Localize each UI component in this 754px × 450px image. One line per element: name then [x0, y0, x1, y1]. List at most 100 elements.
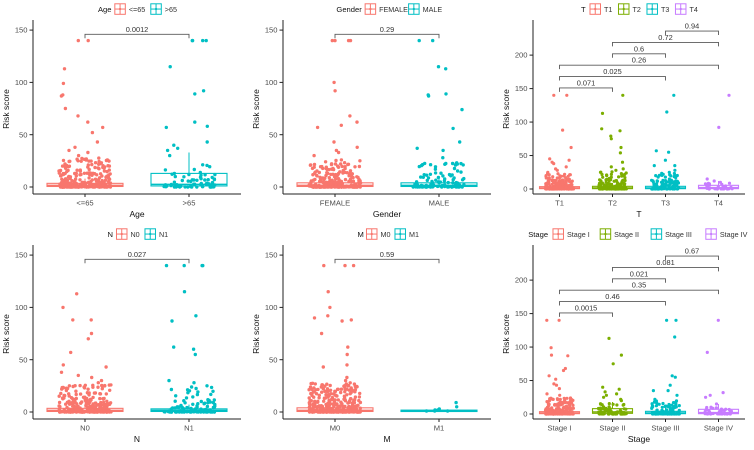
svg-text:Stage: Stage [528, 230, 548, 239]
svg-text:Risk score: Risk score [251, 314, 261, 354]
svg-text:N: N [108, 230, 113, 239]
svg-text:T4: T4 [689, 5, 697, 14]
svg-text:T3: T3 [661, 5, 669, 14]
panel-age: 0 50 100 150 Risk score <=65 >65 0.0012 Age Age <=… [0, 0, 250, 225]
svg-text:Gender: Gender [373, 209, 402, 219]
svg-text:M0: M0 [380, 230, 390, 239]
svg-text:N0: N0 [80, 424, 90, 433]
svg-text:Stage III: Stage III [665, 230, 692, 239]
svg-text:50: 50 [519, 151, 527, 160]
svg-text:50: 50 [519, 376, 527, 385]
svg-text:0.081: 0.081 [656, 258, 675, 267]
svg-text:0: 0 [523, 185, 527, 194]
svg-text:>65: >65 [165, 5, 177, 14]
svg-text:0.72: 0.72 [658, 33, 672, 42]
svg-text:M1: M1 [434, 424, 445, 433]
svg-text:T1: T1 [555, 199, 564, 208]
svg-text:<=65: <=65 [76, 199, 93, 208]
svg-text:M: M [383, 434, 390, 444]
panel-stage: 0 50 100 150 200 Risk score Stage I Stage II Sta… [500, 225, 754, 450]
svg-text:M: M [358, 230, 364, 239]
svg-text:0.26: 0.26 [632, 56, 646, 65]
svg-text:0.025: 0.025 [603, 67, 622, 76]
svg-text:FEMALE: FEMALE [320, 199, 350, 208]
svg-text:N0: N0 [130, 230, 139, 239]
svg-text:100: 100 [265, 303, 278, 312]
svg-text:M1: M1 [409, 230, 419, 239]
svg-text:T1: T1 [604, 5, 612, 14]
svg-text:T: T [581, 5, 586, 14]
svg-text:100: 100 [515, 118, 528, 127]
svg-text:0: 0 [523, 410, 527, 419]
svg-text:50: 50 [19, 355, 27, 364]
svg-text:0.35: 0.35 [632, 281, 646, 290]
svg-text:Risk score: Risk score [501, 314, 511, 354]
svg-text:150: 150 [15, 251, 28, 260]
svg-text:200: 200 [515, 51, 528, 60]
panel-n-stage: 0 50 100 150 Risk score N0 N1 0.027 N N N0 N1 [0, 225, 250, 450]
svg-text:0: 0 [23, 408, 27, 417]
boxplot-chart-m: 0 50 100 150 Risk score M0 M1 0.59 M M M0 M1 [251, 228, 491, 444]
panel-t-stage: 0 50 100 150 200 Risk score T1 T2 T3 T4 0.071 0.025… [500, 0, 754, 225]
svg-text:MALE: MALE [429, 199, 450, 208]
svg-text:0.59: 0.59 [380, 250, 394, 259]
svg-text:T2: T2 [632, 5, 640, 14]
svg-text:0.94: 0.94 [685, 22, 699, 31]
svg-text:150: 150 [515, 84, 528, 93]
svg-text:150: 150 [265, 251, 278, 260]
svg-text:0.46: 0.46 [605, 292, 619, 301]
svg-text:T2: T2 [608, 199, 617, 208]
svg-text:0: 0 [273, 408, 277, 417]
svg-text:100: 100 [265, 78, 278, 87]
svg-text:N1: N1 [184, 424, 194, 433]
boxplot-chart-n: 0 50 100 150 Risk score N0 N1 0.027 N N N0 N1 [1, 228, 241, 444]
svg-text:T4: T4 [714, 199, 723, 208]
panel-gender: 0 50 100 150 Risk score FEMALE MALE 0.29 Gender G… [250, 0, 500, 225]
svg-text:Risk score: Risk score [251, 89, 261, 129]
svg-text:Stage IV: Stage IV [720, 230, 748, 239]
svg-text:Risk score: Risk score [1, 89, 11, 129]
panel-m-stage: 0 50 100 150 Risk score M0 M1 0.59 M M M0 M1 [250, 225, 500, 450]
svg-text:Stage II: Stage II [614, 230, 639, 239]
svg-text:0: 0 [273, 183, 277, 192]
svg-text:0.6: 0.6 [634, 44, 644, 53]
svg-text:100: 100 [515, 343, 528, 352]
svg-text:150: 150 [265, 26, 278, 35]
svg-text:T3: T3 [661, 199, 670, 208]
svg-text:Stage IV: Stage IV [704, 424, 734, 433]
svg-text:0.027: 0.027 [128, 250, 147, 259]
svg-text:50: 50 [19, 130, 27, 139]
svg-text:0.071: 0.071 [577, 78, 596, 87]
svg-text:Stage: Stage [628, 434, 650, 444]
svg-text:Gender: Gender [336, 5, 362, 14]
svg-text:Stage II: Stage II [599, 424, 625, 433]
svg-text:MALE: MALE [423, 5, 443, 14]
svg-text:50: 50 [269, 355, 277, 364]
svg-text:0.29: 0.29 [380, 25, 394, 34]
svg-text:200: 200 [515, 276, 528, 285]
svg-text:100: 100 [15, 78, 28, 87]
svg-text:Risk score: Risk score [1, 314, 11, 354]
svg-text:<=65: <=65 [129, 5, 145, 14]
svg-text:150: 150 [515, 309, 528, 318]
boxplot-chart-t: 0 50 100 150 200 Risk score T1 T2 T3 T4 0.071 0.025… [501, 3, 745, 219]
svg-text:0.0012: 0.0012 [126, 25, 149, 34]
svg-text:150: 150 [15, 26, 28, 35]
svg-text:Age: Age [98, 5, 112, 14]
boxplot-chart-gender: 0 50 100 150 Risk score FEMALE MALE 0.29 Gender G… [251, 3, 491, 219]
svg-text:Age: Age [129, 209, 144, 219]
boxplot-chart-age: 0 50 100 150 Risk score <=65 >65 0.0012 Age Age <=… [1, 3, 241, 219]
svg-text:Stage I: Stage I [547, 424, 571, 433]
svg-text:0.67: 0.67 [685, 247, 699, 256]
svg-text:Stage III: Stage III [651, 424, 679, 433]
svg-text:M0: M0 [330, 424, 341, 433]
svg-text:FEMALE: FEMALE [379, 5, 408, 14]
svg-text:0.0015: 0.0015 [575, 303, 598, 312]
svg-text:N1: N1 [159, 230, 168, 239]
svg-text:50: 50 [269, 130, 277, 139]
svg-text:0: 0 [23, 183, 27, 192]
svg-text:Stage I: Stage I [567, 230, 590, 239]
svg-text:Risk score: Risk score [501, 89, 511, 129]
